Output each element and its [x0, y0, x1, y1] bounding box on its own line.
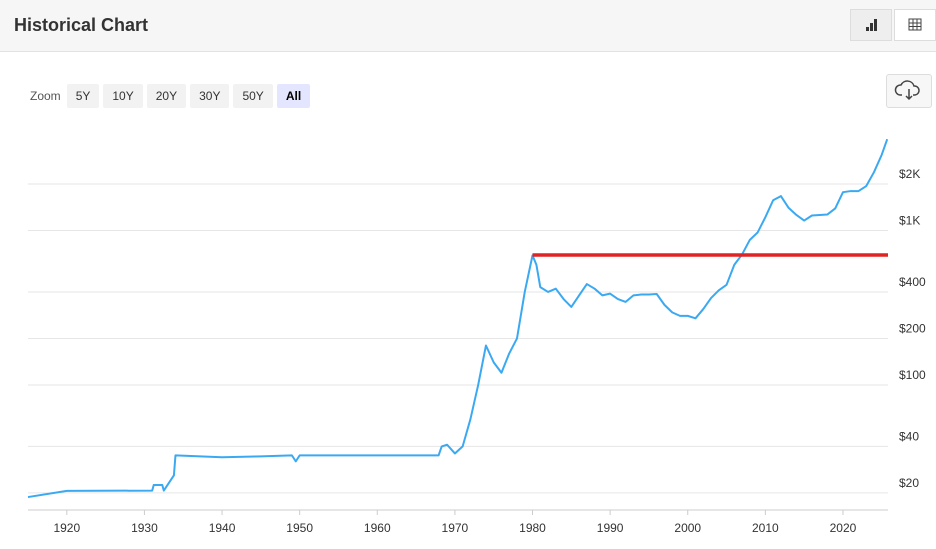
- chart-view-button[interactable]: [850, 9, 892, 41]
- zoom-button[interactable]: 30Y: [190, 84, 230, 108]
- download-button[interactable]: [886, 74, 932, 108]
- x-tick-label: 1940: [209, 521, 236, 535]
- x-tick-label: 1990: [597, 521, 624, 535]
- y-tick-label: $20: [899, 476, 919, 490]
- zoom-button[interactable]: 10Y: [103, 84, 143, 108]
- zoom-button[interactable]: All: [276, 84, 311, 108]
- zoom-button[interactable]: 50Y: [233, 84, 273, 108]
- x-tick-label: 1960: [364, 521, 391, 535]
- x-tick-label: 1980: [519, 521, 546, 535]
- header: Historical Chart: [0, 0, 936, 52]
- zoom-button[interactable]: 5Y: [66, 84, 100, 108]
- zoom-bar: Zoom 5Y 10Y 20Y 30Y 50Y All: [30, 84, 314, 108]
- y-tick-label: $1K: [899, 214, 920, 228]
- zoom-button[interactable]: 20Y: [146, 84, 187, 108]
- x-tick-label: 1920: [53, 521, 80, 535]
- header-title: Historical Chart: [14, 15, 149, 35]
- x-tick-label: 2020: [830, 521, 857, 535]
- x-tick-label: 1950: [286, 521, 313, 535]
- y-tick-label: $200: [899, 322, 926, 336]
- x-tick-label: 1930: [131, 521, 158, 535]
- y-tick-label: $100: [899, 368, 926, 382]
- x-tick-label: 2010: [752, 521, 779, 535]
- y-tick-label: $2K: [899, 167, 920, 181]
- price-line: [27, 138, 889, 499]
- zoom-label: Zoom: [30, 89, 61, 103]
- y-tick-label: $40: [899, 430, 919, 444]
- y-tick-label: $400: [899, 275, 926, 289]
- x-tick-label: 2000: [674, 521, 701, 535]
- x-tick-label: 1970: [442, 521, 469, 535]
